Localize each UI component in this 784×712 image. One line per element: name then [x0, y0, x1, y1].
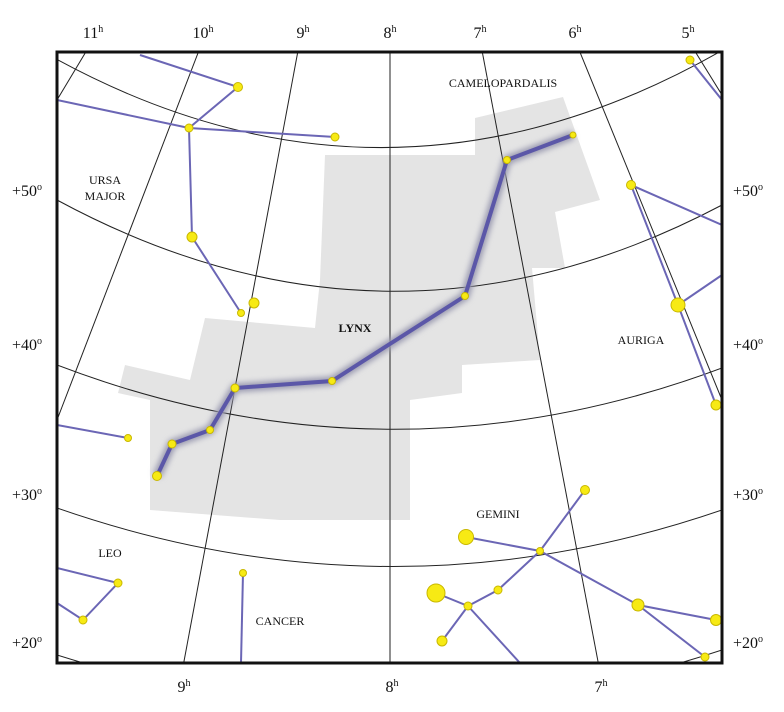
coord-unit: o	[758, 182, 763, 193]
coord-label: +30o	[733, 486, 763, 504]
coord-unit: o	[37, 634, 42, 645]
constellation-name: URSA	[89, 173, 121, 187]
map-area	[57, 52, 722, 663]
coord-unit: h	[394, 678, 399, 689]
coord-label: +20o	[733, 634, 763, 652]
stars	[78, 55, 722, 662]
coord-value: 5	[682, 25, 690, 42]
coord-label: 5h	[682, 24, 695, 42]
coord-label: 8h	[386, 678, 399, 696]
coord-unit: h	[98, 24, 103, 35]
coord-value: 9	[178, 679, 186, 696]
coord-value: +40	[733, 337, 758, 354]
constellation-name: LEO	[98, 546, 122, 560]
coord-unit: h	[482, 24, 487, 35]
coord-label: +50o	[733, 182, 763, 200]
coord-value: 7	[474, 25, 482, 42]
coord-unit: h	[305, 24, 310, 35]
coord-unit: o	[37, 182, 42, 193]
coord-unit: o	[758, 634, 763, 645]
coord-value: +20	[733, 635, 758, 652]
coord-unit: o	[37, 336, 42, 347]
ra-lines	[57, 52, 722, 663]
coord-unit: h	[690, 24, 695, 35]
coord-value: +30	[12, 487, 37, 504]
coord-unit: o	[758, 486, 763, 497]
coord-value: 7	[595, 679, 603, 696]
constellation-name: GEMINI	[476, 507, 519, 521]
coord-unit: h	[603, 678, 608, 689]
coord-value: +50	[733, 183, 758, 200]
coord-value: +50	[12, 183, 37, 200]
coord-label: 7h	[595, 678, 608, 696]
coord-value: 11	[83, 25, 98, 42]
coord-label: 10h	[193, 24, 214, 42]
constellation-name: MAJOR	[85, 189, 126, 203]
coord-label: +40o	[12, 336, 42, 354]
coord-unit: h	[577, 24, 582, 35]
coord-label: 9h	[178, 678, 191, 696]
coord-unit: h	[392, 24, 397, 35]
coord-label: +40o	[733, 336, 763, 354]
coord-unit: h	[209, 24, 214, 35]
coord-unit: o	[758, 336, 763, 347]
coord-value: +30	[733, 487, 758, 504]
coord-unit: h	[186, 678, 191, 689]
coord-value: 9	[297, 25, 305, 42]
coord-value: 10	[193, 25, 209, 42]
constellation-name: AURIGA	[618, 333, 665, 347]
lynx-figure	[155, 133, 574, 477]
coord-label: +50o	[12, 182, 42, 200]
coord-unit: o	[37, 486, 42, 497]
lynx-region	[118, 97, 600, 520]
coord-value: 8	[386, 679, 394, 696]
coord-value: +20	[12, 635, 37, 652]
coord-label: 6h	[569, 24, 582, 42]
coord-value: 8	[384, 25, 392, 42]
coord-label: 7h	[474, 24, 487, 42]
coord-value: 6	[569, 25, 577, 42]
coord-label: +30o	[12, 486, 42, 504]
coord-label: 9h	[297, 24, 310, 42]
constellation-name: LYNX	[339, 321, 372, 335]
coord-value: +40	[12, 337, 37, 354]
constellation-name: CAMELOPARDALIS	[449, 76, 557, 90]
dec-arcs	[57, 52, 722, 663]
frame	[55, 50, 724, 665]
stick-figures	[57, 54, 722, 663]
constellation-name: CANCER	[256, 614, 305, 628]
coord-label: 8h	[384, 24, 397, 42]
coord-label: +20o	[12, 634, 42, 652]
coord-label: 11h	[83, 24, 103, 42]
